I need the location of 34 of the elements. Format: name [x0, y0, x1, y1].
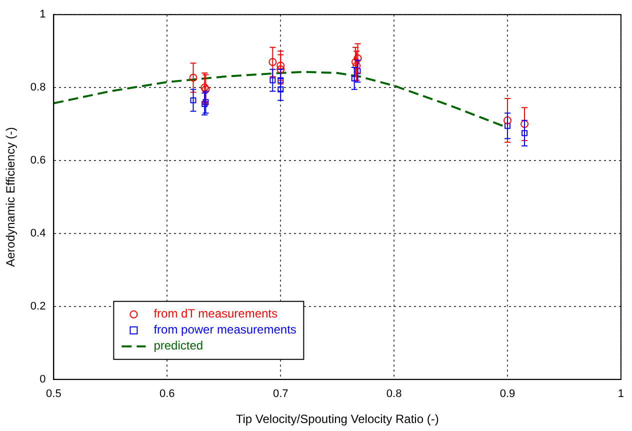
x-tick-label: 0.6: [159, 388, 175, 400]
point: [202, 101, 208, 107]
y-tick-label: 1: [40, 8, 46, 21]
point: [278, 77, 284, 84]
x-axis-title: Tip Velocity/Spouting Velocity Ratio (-): [236, 412, 439, 426]
x-tick-label: 0.9: [500, 388, 516, 400]
y-tick-label: 0.6: [30, 154, 46, 167]
legend-label: from dT measurements: [154, 306, 278, 321]
x-tick-label: 0.5: [46, 388, 62, 400]
point: [190, 97, 196, 104]
point: [354, 54, 362, 62]
legend-label: from power measurements: [154, 322, 296, 337]
point: [352, 62, 361, 70]
y-tick-label: 0: [40, 373, 46, 386]
point: [278, 86, 284, 92]
point: [189, 74, 198, 82]
y-tick-label: 0.4: [30, 228, 46, 240]
point: [522, 130, 528, 136]
point: [276, 65, 285, 74]
x-tick-label: 1: [618, 388, 624, 400]
legend-label: predicted: [154, 338, 204, 353]
point: [503, 116, 512, 124]
point: [268, 58, 277, 66]
y-axis-title: Aerodynamic Efficiency (-): [4, 127, 18, 267]
point: [270, 77, 276, 84]
x-tick-label: 0.7: [272, 388, 288, 400]
point: [276, 62, 285, 70]
point: [520, 120, 529, 128]
y-tick-label: 0.8: [30, 82, 46, 94]
point: [351, 58, 360, 66]
x-tick-label: 0.8: [386, 388, 402, 400]
point: [202, 99, 209, 106]
y-tick-label: 0.2: [30, 300, 46, 312]
point: [504, 122, 510, 129]
